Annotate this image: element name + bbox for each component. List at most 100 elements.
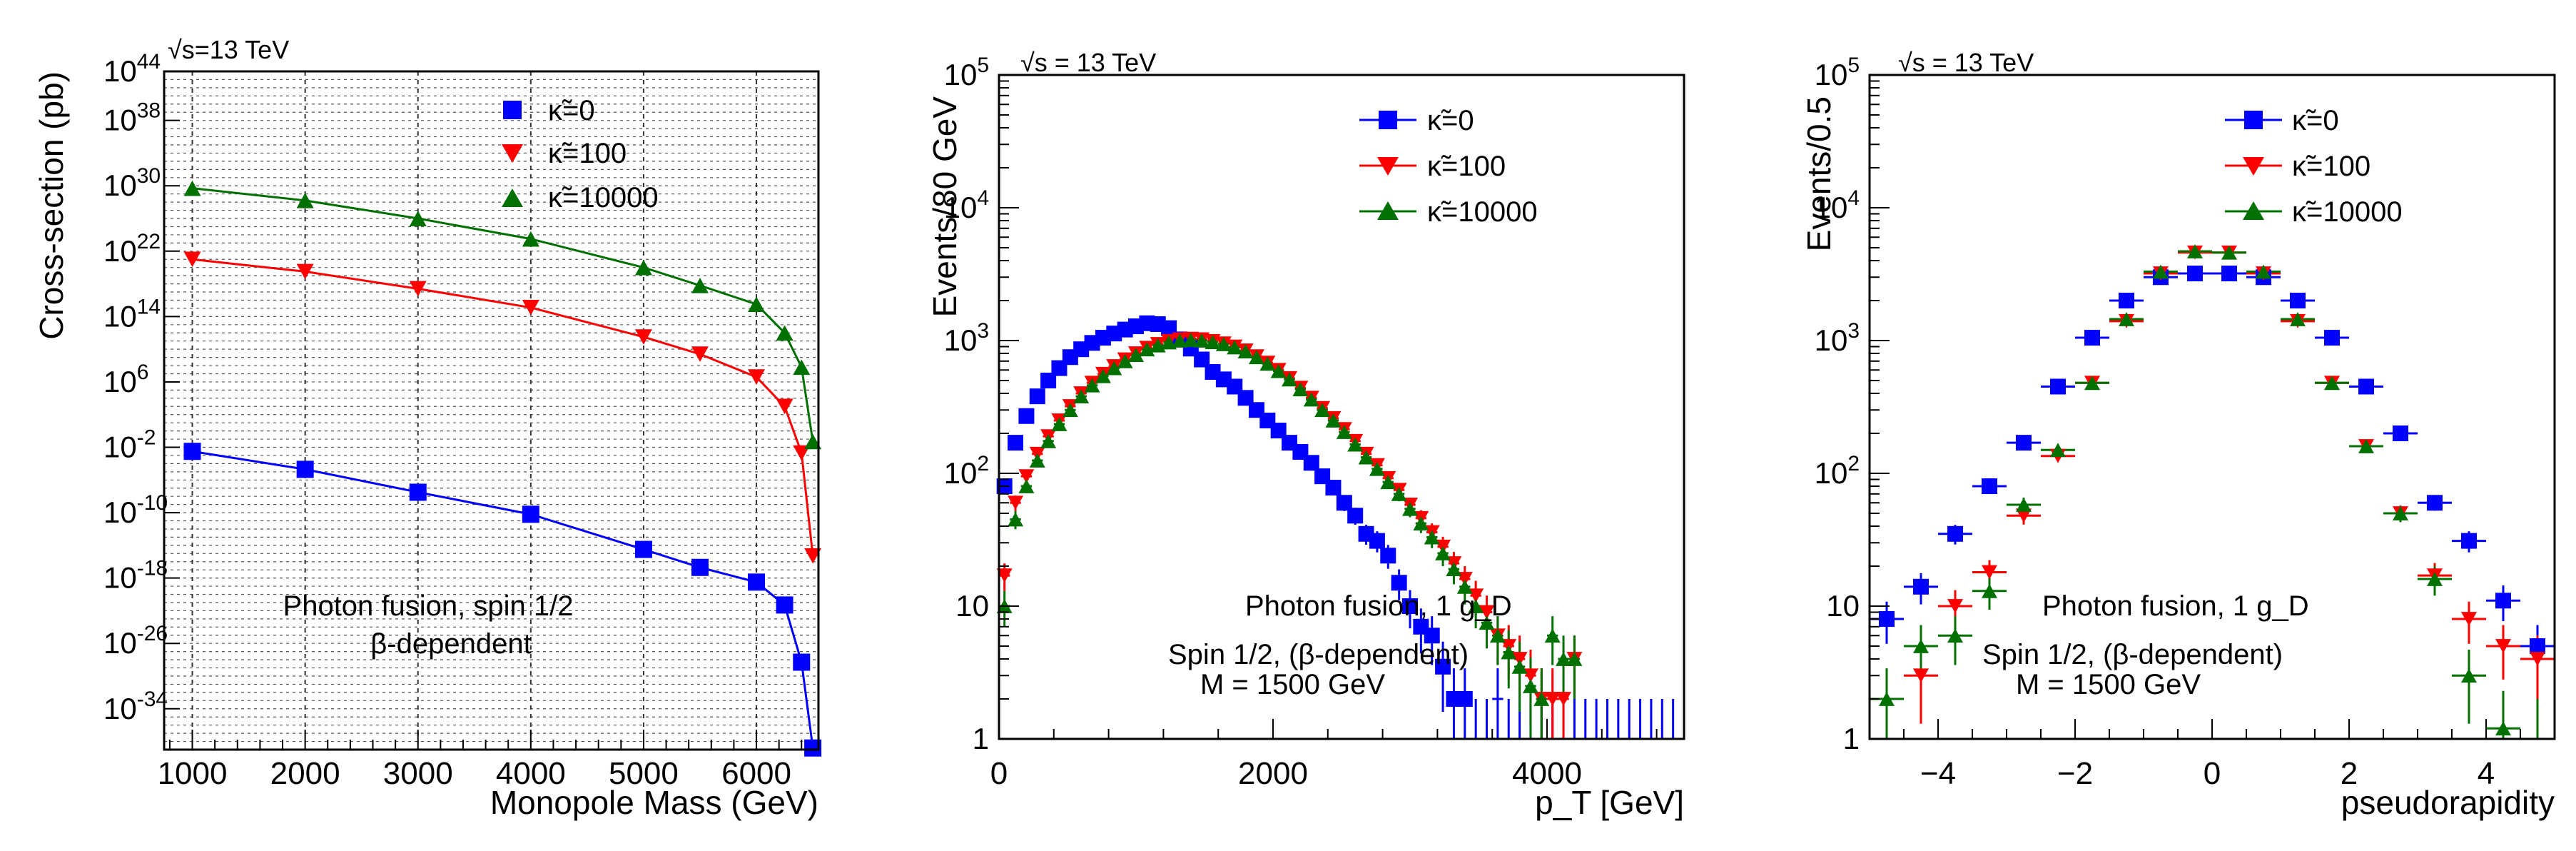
y-tick-label-base: 1 bbox=[1843, 722, 1860, 755]
data-point-2 bbox=[1205, 335, 1221, 349]
x-tick-label: 4 bbox=[2478, 756, 2495, 791]
y-tick-label-exp: 30 bbox=[137, 164, 161, 188]
data-point-2 bbox=[1040, 433, 1057, 448]
y-tick-label: 103 bbox=[1815, 319, 1860, 357]
data-point-2 bbox=[1947, 628, 1963, 643]
data-point-1 bbox=[634, 329, 652, 345]
data-point-2 bbox=[1380, 475, 1396, 490]
y-tick-label: 10 bbox=[955, 589, 989, 623]
data-point-0 bbox=[1369, 533, 1385, 549]
data-point-1 bbox=[1982, 565, 1997, 580]
data-point-2 bbox=[793, 359, 811, 376]
data-point-1 bbox=[776, 398, 793, 415]
data-point-2 bbox=[1336, 425, 1352, 439]
data-point-1 bbox=[2461, 612, 2477, 626]
data-point-0 bbox=[1008, 435, 1024, 451]
y-tick-label-base: 10 bbox=[1815, 323, 1848, 357]
data-point-0 bbox=[1913, 578, 1929, 595]
data-point-2 bbox=[1018, 479, 1035, 493]
data-point-0 bbox=[748, 573, 766, 591]
data-point-2 bbox=[2427, 572, 2443, 586]
data-point-2 bbox=[1282, 372, 1298, 387]
y-tick-label-base: 10 bbox=[103, 365, 137, 398]
y-tick-label-exp: 4 bbox=[977, 186, 989, 210]
chart-title: √s=13 TeV bbox=[168, 35, 289, 64]
data-point-2 bbox=[1347, 437, 1364, 452]
x-tick-label: 0 bbox=[2204, 756, 2221, 791]
data-point-0 bbox=[776, 596, 793, 614]
data-point-0 bbox=[1237, 390, 1254, 406]
data-point-2 bbox=[1029, 453, 1045, 468]
series-line-0 bbox=[192, 450, 814, 748]
y-tick-label: 102 bbox=[1815, 452, 1860, 490]
data-point-2 bbox=[2461, 668, 2477, 683]
data-point-0 bbox=[1879, 611, 1895, 628]
x-axis-label: p_T [GeV] bbox=[1535, 784, 1684, 821]
data-point-2 bbox=[1413, 516, 1429, 530]
y-tick-label: 10-10 bbox=[103, 491, 168, 529]
data-point-2 bbox=[1566, 652, 1583, 666]
data-point-2 bbox=[1084, 378, 1100, 393]
data-point-0 bbox=[2016, 435, 2032, 451]
x-tick-label: 4000 bbox=[1512, 756, 1582, 791]
data-point-0 bbox=[183, 443, 201, 460]
y-tick-label-base: 10 bbox=[103, 692, 137, 725]
y-tick-label: 1022 bbox=[103, 230, 161, 268]
data-point-2 bbox=[1095, 368, 1111, 383]
y-tick-label-base: 1 bbox=[973, 722, 989, 755]
y-axis-label: Events/0.5 bbox=[1800, 96, 1837, 251]
data-point-0 bbox=[634, 540, 652, 558]
y-tick-label: 1 bbox=[1843, 722, 1860, 755]
y-tick-label-exp: -34 bbox=[137, 688, 168, 711]
data-point-2 bbox=[2050, 443, 2066, 458]
annotation-line-1: Spin 1/2, (β-dependent) bbox=[1168, 639, 1469, 670]
y-tick-label: 104 bbox=[944, 186, 989, 224]
data-point-2 bbox=[1522, 679, 1538, 693]
data-point-1 bbox=[1947, 599, 1963, 613]
data-point-0 bbox=[1029, 388, 1045, 405]
chart-title: √s = 13 TeV bbox=[1020, 48, 1156, 77]
data-point-0 bbox=[1270, 423, 1287, 439]
y-tick-label-base: 10 bbox=[103, 104, 137, 137]
data-point-0 bbox=[1347, 508, 1364, 524]
y-tick-label: 102 bbox=[944, 452, 989, 490]
plot-frame bbox=[999, 75, 1684, 739]
data-point-2 bbox=[1501, 645, 1517, 660]
data-point-2 bbox=[1489, 628, 1506, 643]
data-point-1 bbox=[1522, 668, 1538, 683]
y-tick-label-base: 10 bbox=[103, 234, 137, 268]
data-point-2 bbox=[2119, 312, 2134, 326]
legend-label-2: κ̃=10000 bbox=[1427, 196, 1538, 228]
data-point-0 bbox=[2393, 426, 2408, 442]
data-point-0 bbox=[2427, 495, 2443, 511]
x-tick-label: 4000 bbox=[496, 756, 566, 791]
plot-frame bbox=[1870, 75, 2555, 739]
y-tick-label-base: 10 bbox=[1815, 191, 1848, 224]
x-tick-label: 2000 bbox=[270, 756, 340, 791]
data-point-2 bbox=[1248, 350, 1264, 365]
data-point-0 bbox=[2084, 330, 2100, 346]
legend-marker-1 bbox=[502, 144, 523, 163]
axis-ticks bbox=[164, 71, 803, 750]
data-markers bbox=[1879, 244, 2545, 736]
data-point-2 bbox=[2187, 244, 2203, 258]
data-point-2 bbox=[1314, 403, 1331, 418]
series-lines bbox=[192, 187, 814, 748]
data-point-1 bbox=[183, 251, 201, 268]
series-line-1 bbox=[192, 258, 814, 556]
data-point-0 bbox=[409, 483, 427, 501]
data-point-0 bbox=[2050, 378, 2066, 395]
x-tick-label: −2 bbox=[2057, 756, 2093, 791]
data-point-2 bbox=[409, 211, 427, 226]
y-tick-label-base: 10 bbox=[944, 58, 978, 91]
data-point-2 bbox=[1511, 659, 1528, 674]
legend-marker-2 bbox=[1377, 201, 1399, 220]
data-point-0 bbox=[793, 653, 811, 671]
data-point-1 bbox=[2016, 508, 2032, 523]
data-point-2 bbox=[1446, 562, 1462, 577]
y-tick-label: 10-34 bbox=[103, 688, 168, 725]
legend-marker-2 bbox=[2243, 201, 2264, 220]
